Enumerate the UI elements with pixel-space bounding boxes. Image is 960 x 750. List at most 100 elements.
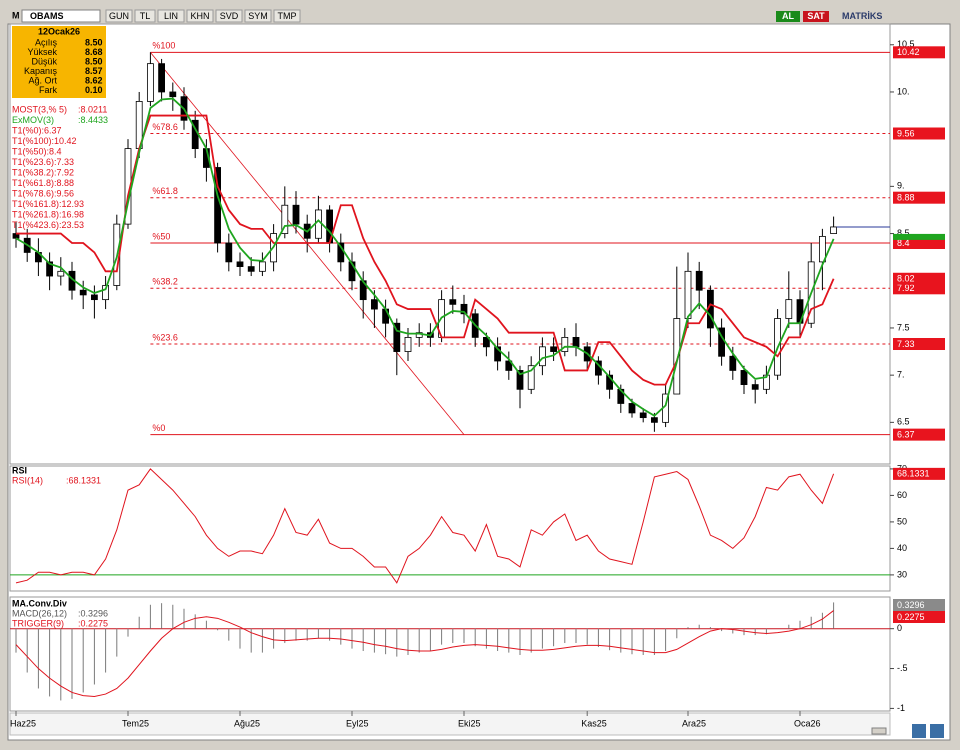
info-title: 12Ocak26 xyxy=(38,26,80,36)
value-box xyxy=(893,599,945,611)
candle-body xyxy=(225,242,233,263)
y-tick-label: -1 xyxy=(897,703,905,713)
legend-value: :8.4433 xyxy=(78,115,108,125)
value-box-label: 8.4 xyxy=(897,238,910,248)
sell-label: SAT xyxy=(807,11,825,21)
candle-body xyxy=(572,336,580,348)
trigger-line xyxy=(15,610,834,697)
toolbar-button[interactable] xyxy=(273,9,301,23)
panel-title: MA.Conv.Div xyxy=(12,598,67,608)
info-label: Kapanış xyxy=(24,66,58,76)
sell-button[interactable] xyxy=(803,11,829,22)
y-tick-label: 10.5 xyxy=(897,39,915,49)
value-box xyxy=(893,272,945,285)
candle-body xyxy=(158,63,166,93)
value-box-label: 0.2275 xyxy=(897,612,925,622)
candle-body xyxy=(550,346,557,352)
value-box-label: 8.02 xyxy=(897,274,915,284)
fib-note: T1(%78.6):9.56 xyxy=(12,188,74,198)
scroll-thumb[interactable] xyxy=(871,727,887,735)
fib-label: %38.2 xyxy=(152,277,178,287)
candle-body xyxy=(639,412,647,419)
buy-button[interactable] xyxy=(776,11,800,22)
indicator-line xyxy=(15,97,835,417)
candle-body xyxy=(46,261,53,277)
candle-body xyxy=(606,374,613,390)
value-box-label: 8.88 xyxy=(897,193,915,203)
candle-body xyxy=(57,270,65,277)
candle-body xyxy=(561,336,569,352)
value-box xyxy=(893,282,945,295)
toolbar-button[interactable] xyxy=(186,9,214,23)
value-box xyxy=(893,191,945,204)
fib-label: %61.8 xyxy=(152,186,178,196)
value-box xyxy=(893,467,945,480)
y-tick-label: 30 xyxy=(897,569,907,579)
candle-body xyxy=(91,294,98,301)
info-value: 8.50 xyxy=(85,56,103,66)
value-box xyxy=(893,46,945,59)
fib-note: T1(%38.2):7.92 xyxy=(12,167,74,177)
candle-body xyxy=(740,370,748,385)
toolbar-button[interactable] xyxy=(134,9,156,23)
y-tick-label: -.5 xyxy=(897,663,908,673)
candle-body xyxy=(819,235,826,263)
y-tick-label: 7.5 xyxy=(897,322,910,332)
legend-value: :68.1331 xyxy=(66,475,101,485)
candle-body xyxy=(651,417,658,423)
x-tick-label: Eki25 xyxy=(458,718,481,728)
legend-name: ExMOV(3) xyxy=(12,115,54,125)
toolbar-button[interactable] xyxy=(157,9,185,23)
fib-note: T1(%100):10.42 xyxy=(12,136,77,146)
toolbar-button-label: TMP xyxy=(278,11,297,21)
candle-body xyxy=(673,318,681,395)
indicator-line xyxy=(16,114,835,386)
info-value: 0.10 xyxy=(85,85,103,95)
toolbar-button[interactable] xyxy=(244,9,272,23)
info-value: 8.57 xyxy=(85,66,103,76)
candle-body xyxy=(505,360,513,371)
candle-body xyxy=(516,370,524,390)
legend-value: :0.3296 xyxy=(78,608,108,618)
app-logo: M xyxy=(12,10,20,20)
value-box xyxy=(893,428,945,441)
candle-body xyxy=(258,261,266,272)
value-box-label: 0.3296 xyxy=(897,600,925,610)
price-panel xyxy=(9,23,891,465)
candle-body xyxy=(314,209,322,239)
x-tick-label: Oca26 xyxy=(794,718,821,728)
value-box-label: 7.92 xyxy=(897,283,915,293)
symbol-text: OBAMS xyxy=(30,11,64,21)
sync-button[interactable] xyxy=(912,724,926,738)
candle-body xyxy=(247,266,255,272)
candle-body xyxy=(695,270,703,291)
toolbar-button[interactable] xyxy=(105,9,133,23)
buy-label: AL xyxy=(782,11,794,21)
value-box-label: 7.33 xyxy=(897,339,915,349)
legend-name: RSI(14) xyxy=(12,475,43,485)
y-tick-label: 8.5 xyxy=(897,228,910,238)
toolbar-button[interactable] xyxy=(215,9,243,23)
legend-value: :0.2275 xyxy=(78,618,108,628)
candle-body xyxy=(292,204,300,225)
value-box-label: 10.42 xyxy=(897,47,920,57)
symbol-input[interactable] xyxy=(21,9,101,23)
toolbar-button-label: SYM xyxy=(248,11,268,21)
info-value: 8.68 xyxy=(85,47,103,57)
candle-body xyxy=(404,336,412,352)
fib-note: T1(%50):8.4 xyxy=(12,146,62,156)
info-value: 8.50 xyxy=(85,37,103,47)
info-label: Yüksek xyxy=(27,47,57,57)
fib-note: T1(%423.6):23.53 xyxy=(12,220,84,230)
toolbar-button-label: TL xyxy=(140,11,151,21)
candle-body xyxy=(348,261,356,282)
candle-body xyxy=(370,299,378,310)
info-box xyxy=(12,26,106,98)
info-label: Düşük xyxy=(31,56,57,66)
value-box-label: 68.1331 xyxy=(897,469,930,479)
nav-button[interactable] xyxy=(930,724,944,738)
info-value: 8.62 xyxy=(85,75,103,85)
candle-body xyxy=(460,303,468,315)
